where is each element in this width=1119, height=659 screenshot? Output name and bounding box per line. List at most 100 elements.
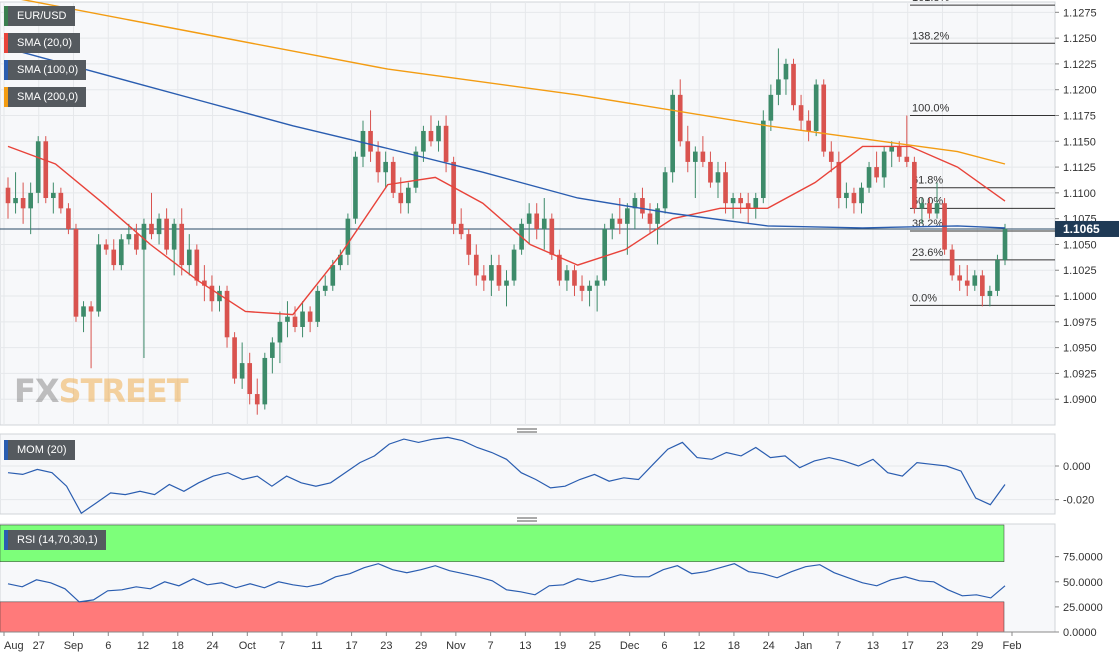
candle-body (526, 213, 532, 224)
candle (670, 89, 675, 183)
candle-body (685, 141, 691, 162)
candle (647, 203, 653, 235)
candle (708, 151, 713, 188)
fib-label: 0.0% (912, 292, 937, 304)
candle (753, 192, 759, 219)
rsi-badge[interactable]: RSI (14,70,30,1) (4, 530, 106, 550)
fib-label: 138.2% (912, 30, 950, 42)
candle (421, 125, 426, 162)
candle (383, 151, 388, 188)
candle-body (35, 141, 41, 193)
candle (285, 301, 290, 338)
sma100-badge[interactable]: SMA (100,0) (4, 60, 87, 80)
candle (28, 182, 33, 235)
candle (541, 198, 547, 250)
symbol-badge[interactable]: EUR/USD (4, 6, 75, 26)
candle-body (292, 316, 298, 327)
candle-body (375, 151, 381, 173)
candle-body (511, 249, 517, 281)
candle-body (768, 94, 774, 121)
candle-body (594, 280, 600, 286)
x-tick-label: 13 (867, 640, 879, 652)
candle-body (866, 167, 872, 188)
candle (156, 213, 162, 245)
x-tick-label: 7 (835, 640, 841, 652)
candle-body (209, 285, 215, 302)
candle-body (134, 234, 139, 250)
candle (58, 187, 64, 214)
candle-body (889, 146, 895, 152)
candle (662, 167, 668, 214)
candle (368, 110, 373, 162)
candle (504, 270, 509, 307)
candle-body (156, 218, 162, 235)
candle (995, 254, 1000, 297)
candle-body (20, 198, 26, 209)
candle-body (708, 161, 713, 183)
price-tick-label: 1.0925 (1063, 368, 1097, 380)
candle (96, 234, 101, 317)
candle (625, 203, 630, 255)
candle-body (534, 213, 540, 229)
candle (587, 280, 592, 307)
sma200-badge[interactable]: SMA (200,0) (4, 87, 87, 107)
candle-body (360, 130, 366, 157)
candle (171, 218, 177, 276)
candle (270, 337, 275, 374)
candle (632, 192, 638, 229)
candle (390, 156, 396, 199)
candle-body (647, 213, 653, 224)
candle-body (874, 167, 879, 178)
x-tick-label: 7 (488, 640, 494, 652)
candle-body (670, 94, 675, 173)
candle-body (171, 223, 177, 250)
candle (247, 352, 253, 405)
candle-body (609, 218, 615, 229)
candle-body (579, 285, 585, 291)
symbol-label: EUR/USD (17, 10, 67, 22)
x-tick-label: 13 (519, 640, 531, 652)
candle-body (368, 130, 373, 152)
candle (927, 198, 932, 219)
price-tick-label: 1.0950 (1063, 343, 1097, 355)
candle (821, 79, 827, 157)
sma20-label: SMA (20,0) (17, 37, 73, 49)
candle-body (662, 172, 668, 209)
price-tick-label: 1.1225 (1063, 59, 1097, 71)
x-tick-label: Nov (446, 640, 466, 652)
logo-street: STREET (58, 372, 189, 410)
candle-body (421, 130, 426, 152)
sma100-color-bar (4, 60, 8, 80)
candle-body (844, 192, 849, 199)
price-tick-label: 1.1025 (1063, 265, 1097, 277)
candle-body (549, 218, 555, 255)
sma20-badge[interactable]: SMA (20,0) (4, 33, 81, 53)
candle (1002, 223, 1008, 266)
candle (579, 275, 585, 302)
candle (987, 285, 993, 307)
candle (466, 228, 472, 266)
candle-body (186, 249, 192, 266)
candle-body (254, 394, 260, 405)
mom-badge[interactable]: MOM (20) (4, 440, 75, 460)
candle-body (405, 187, 411, 204)
price-tick-label: 1.1175 (1063, 110, 1096, 122)
symbol-color-bar (4, 6, 8, 26)
x-tick-label: 6 (105, 640, 111, 652)
candle (934, 182, 940, 219)
candle (776, 48, 781, 106)
sma20-color-bar (4, 33, 8, 53)
x-tick-label: 29 (971, 640, 983, 652)
candle-body (640, 198, 645, 214)
candle-body (715, 172, 721, 183)
price-tick-label: 1.0900 (1063, 394, 1097, 406)
rsi-line (7, 563, 1006, 603)
candle-body (451, 161, 456, 224)
candle (458, 208, 464, 240)
candle-body (700, 151, 706, 162)
candle-body (81, 306, 86, 317)
candle-body (111, 249, 117, 266)
candle-body (738, 198, 743, 204)
candle-body (239, 363, 245, 379)
candle (315, 285, 320, 327)
